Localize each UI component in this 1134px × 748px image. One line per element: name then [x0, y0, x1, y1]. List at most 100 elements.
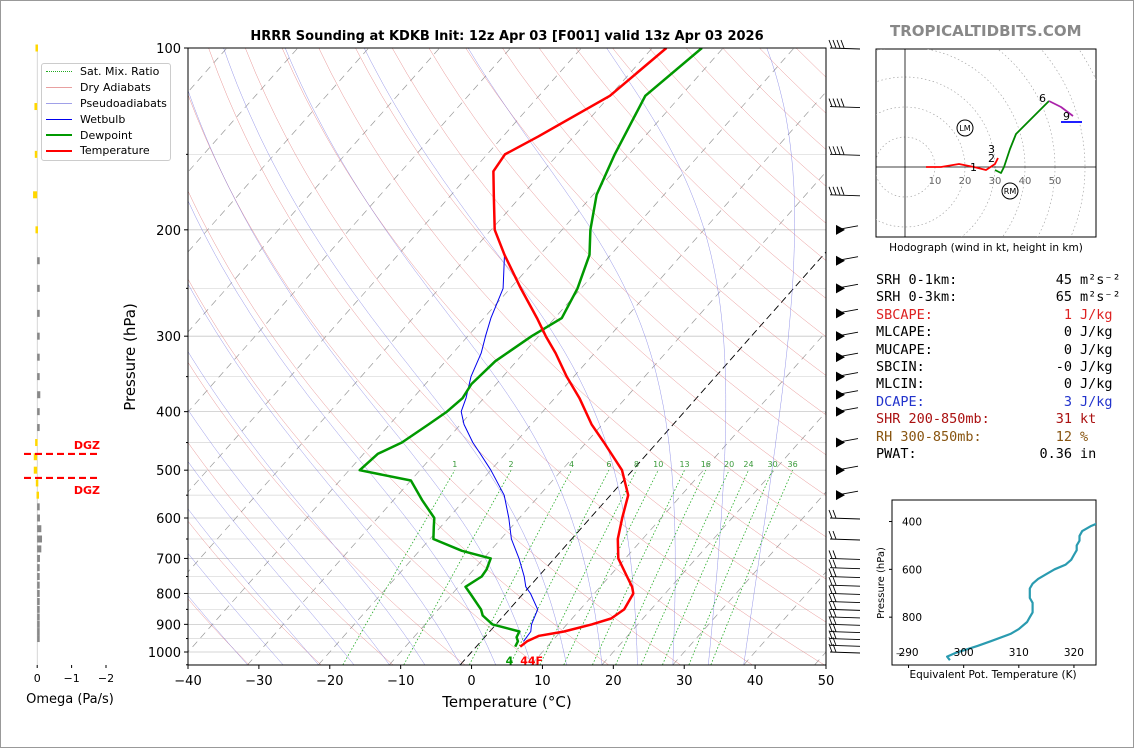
- stat-value: 0.36: [1039, 446, 1072, 463]
- legend-swatch-temperature: [46, 149, 72, 152]
- wind-barb-flag: [836, 331, 845, 342]
- stat-unit: J/kg: [1080, 359, 1113, 376]
- wind-barb-staff: [835, 331, 859, 337]
- mixing-ratio-line: [469, 470, 572, 665]
- mixing-ratio-label: 2: [509, 460, 514, 469]
- sounding-series: 44F 4: [358, 48, 703, 665]
- dry-adiabat: [188, 520, 322, 665]
- omega-bar: [36, 491, 40, 499]
- legend-item-temperature: Temperature: [42, 143, 170, 159]
- wind-barb-staff: [835, 352, 859, 358]
- dewpoint-line: [358, 48, 703, 648]
- omega-panel: DGZ DGZ 0 −1 −2: [24, 44, 114, 685]
- theta-e-x-tick-label: 320: [1064, 647, 1084, 659]
- wind-barb: [828, 530, 861, 541]
- mixing-ratio-line: [342, 469, 456, 665]
- theta-e-x-tick-label: 300: [954, 647, 974, 659]
- wind-barb-feather: [828, 39, 833, 49]
- legend-label: Wetbulb: [80, 112, 126, 126]
- mixing-ratio-line: [688, 470, 773, 665]
- omega-bar: [35, 439, 38, 447]
- hodograph-trace: [994, 100, 1050, 174]
- wind-barb-staff: [835, 372, 859, 378]
- wind-barb-feather: [828, 98, 833, 107]
- theta-e-x-tick-label: 290: [899, 647, 919, 659]
- wind-barb: [828, 98, 861, 108]
- theta-e-x-tick-label: 310: [1009, 647, 1029, 659]
- omega-bar: [37, 525, 42, 533]
- wind-barb-staff: [829, 567, 861, 570]
- storm-motion-label: LM: [959, 124, 970, 133]
- theta-e-line: [946, 522, 1096, 661]
- moist-adiabat: [188, 283, 461, 665]
- dry-adiabat: [188, 442, 394, 665]
- theta-e-ylabel: Pressure (hPa): [876, 547, 887, 619]
- theta-e-y-tick-label: 400: [902, 517, 922, 529]
- legend-swatch-dry-adiabats: [46, 87, 72, 89]
- wind-barb-feather: [828, 509, 833, 519]
- wind-barb-feather: [828, 637, 833, 646]
- wind-barb-staff: [829, 106, 861, 108]
- hodograph-height-label: 2: [988, 152, 995, 165]
- moist-adiabat: [188, 461, 355, 665]
- omega-x-tick-label: −1: [63, 672, 79, 685]
- wind-barb: [835, 283, 859, 294]
- stat-row: SRH 0-1km: 45 m²s⁻²: [876, 272, 1121, 289]
- stat-value: 31: [1055, 411, 1072, 428]
- mixing-ratio-label: 20: [724, 460, 734, 469]
- mixing-ratio-line: [539, 470, 637, 665]
- stat-value: 0: [1063, 341, 1072, 358]
- stat-label: SBCIN:: [876, 359, 925, 376]
- dgz-label: DGZ: [74, 484, 100, 497]
- site-brand[interactable]: TROPICALTIDBITS.COM: [890, 22, 1082, 40]
- mixing-ratio-label: 6: [606, 460, 611, 469]
- wind-barb-staff: [835, 256, 859, 262]
- isotherm: [188, 48, 724, 653]
- wind-barb: [828, 146, 861, 156]
- stat-unit: J/kg: [1080, 306, 1113, 323]
- theta-e-y-tick-label: 800: [902, 612, 922, 624]
- legend-item-mixing-ratio: Sat. Mix. Ratio: [42, 64, 170, 80]
- wind-barb-feather: [840, 39, 845, 49]
- wind-barb-staff: [829, 631, 861, 633]
- wind-barb-staff: [835, 225, 859, 231]
- stat-row: MUCAPE: 0 J/kg: [876, 342, 1121, 359]
- wind-barb-staff: [835, 407, 859, 413]
- isotherm: [188, 48, 299, 173]
- hodograph-panel: 10 20 30 40 50 123 6 9 LM RM: [875, 48, 1097, 238]
- moist-adiabat: [188, 351, 426, 665]
- mixing-ratio-line: [563, 470, 659, 665]
- stat-label: PWAT:: [876, 446, 917, 463]
- mixing-ratio-label: 24: [743, 460, 753, 469]
- wind-barb-staff: [829, 194, 861, 197]
- wind-barb-flag: [836, 255, 845, 266]
- omega-bar: [37, 613, 40, 621]
- wind-barb-feather: [828, 550, 833, 559]
- wind-barb: [835, 437, 859, 448]
- isotherm: [318, 91, 826, 665]
- wind-barb-feather: [832, 593, 837, 602]
- dry-adiabat: [318, 48, 826, 580]
- wind-barb-feather: [828, 530, 833, 540]
- wind-barb-flag: [836, 283, 845, 294]
- hodograph-height-label: 1: [970, 161, 977, 174]
- wind-barb-flag: [836, 465, 845, 476]
- y-tick-label: 900: [156, 618, 181, 633]
- wind-barb-flag: [836, 371, 845, 382]
- wind-barb-feather: [832, 601, 837, 610]
- mixing-ratio-label: 1: [452, 460, 457, 469]
- wind-barb: [835, 490, 859, 501]
- wind-barb-feather: [828, 608, 833, 618]
- omega-bar: [37, 332, 40, 340]
- wind-barb: [828, 568, 861, 578]
- dry-adiabat: [391, 48, 826, 496]
- stat-row: RH 300-850mb: 12%: [876, 429, 1121, 446]
- omega-xlabel: Omega (Pa/s): [26, 692, 114, 707]
- hodograph-ring-label: 10: [929, 176, 942, 187]
- mixing-ratio-label: 8: [634, 460, 639, 469]
- y-tick-label: 100: [156, 42, 181, 57]
- stat-unit: J/kg: [1080, 393, 1113, 410]
- wind-barb-feather: [828, 576, 833, 586]
- x-tick-label: 0: [467, 674, 475, 689]
